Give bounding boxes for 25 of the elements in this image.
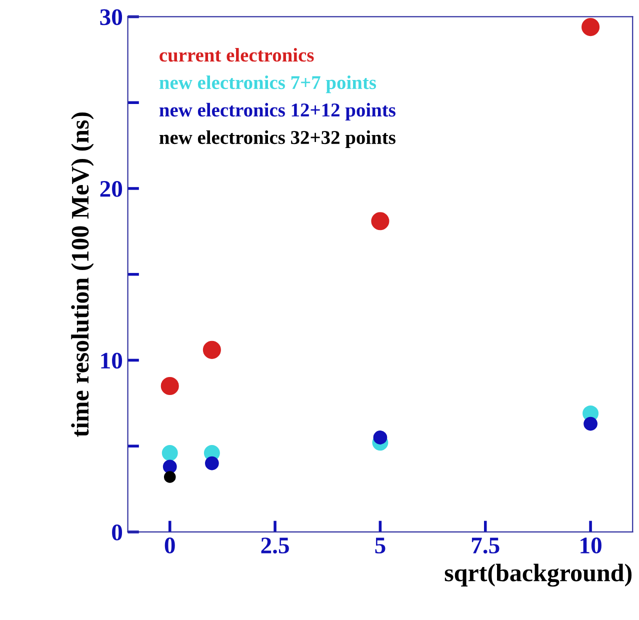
point: [162, 460, 177, 474]
y-tick-label: 20: [100, 180, 122, 197]
point: [373, 430, 388, 444]
x-tick-label: 2.5: [261, 538, 289, 554]
text: new electronics 32+32 points: [159, 130, 396, 148]
point: [160, 376, 179, 396]
point: [584, 416, 598, 431]
y-tick-label: 10: [101, 352, 122, 369]
text: new electronics 12+12 points: [159, 102, 396, 121]
x-tick-label: 7.5: [472, 538, 500, 554]
y-tick-label: 30: [100, 9, 122, 26]
point: [582, 18, 600, 36]
point: [202, 340, 221, 359]
x-axis-title: sqrt(background): [444, 564, 632, 587]
y-axis-title: time resolution (100 MeV) (ns): [71, 112, 94, 437]
point: [204, 456, 219, 470]
x-tick-label: 0: [164, 538, 175, 554]
x-tick-label: 5: [375, 538, 386, 554]
x-tick-label: 10: [580, 538, 602, 554]
point: [162, 444, 178, 461]
point: [164, 471, 176, 483]
point: [371, 212, 390, 230]
text: new electronics 7+7 points: [159, 75, 376, 94]
y-tick-label: 0: [112, 524, 122, 540]
text: current electronics: [160, 48, 314, 62]
